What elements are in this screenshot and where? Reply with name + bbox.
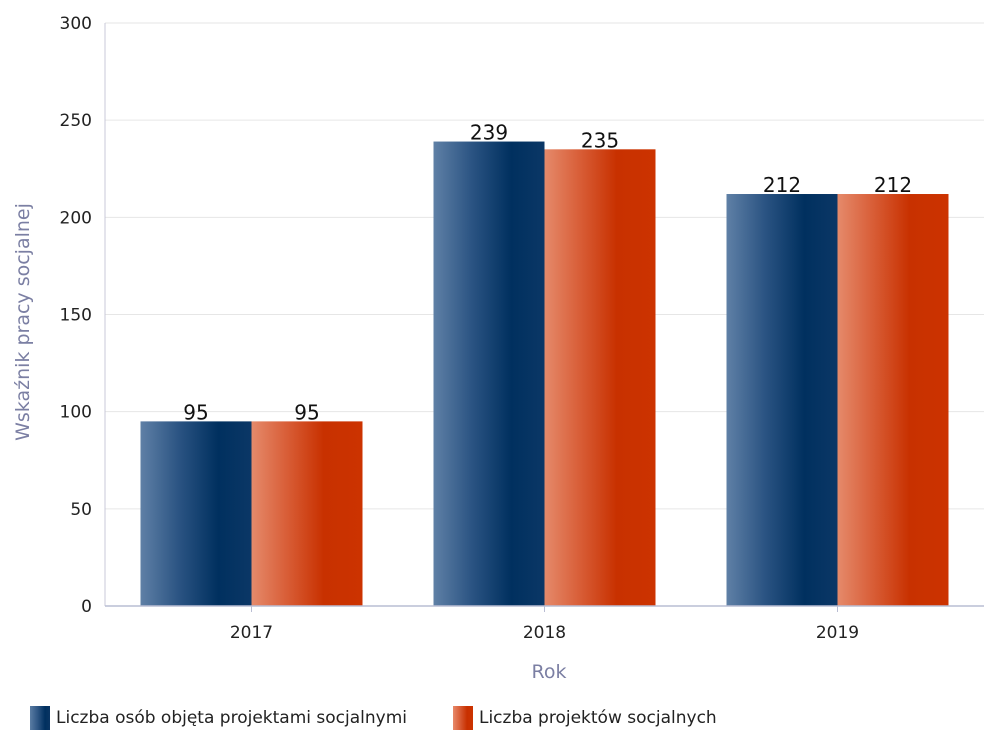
x-tick-label: 2018 <box>523 623 566 643</box>
y-tick-label: 100 <box>60 403 92 423</box>
x-tick-label: 2017 <box>230 623 273 643</box>
x-axis-title: Rok <box>532 661 567 683</box>
bar-chart: 95 95 239 235 212 212 0 50 100 150 200 250 300 2017 2… <box>12 14 984 683</box>
legend-swatch-orange <box>452 706 473 730</box>
legend-label-series-2: Liczba projektów socjalnych <box>478 708 717 728</box>
bars <box>140 141 949 607</box>
data-label: 235 <box>581 128 619 152</box>
bar-2017-series-1[interactable] <box>140 421 252 606</box>
legend-swatch-blue <box>30 706 50 730</box>
bar-2019-series-1[interactable] <box>726 194 838 606</box>
bar-2018-series-1[interactable] <box>433 141 545 606</box>
data-label: 95 <box>294 400 319 424</box>
y-tick-label: 0 <box>81 597 92 617</box>
bar-2017-series-2[interactable] <box>251 421 363 606</box>
x-tick-label: 2019 <box>816 623 859 643</box>
data-label: 239 <box>470 121 508 145</box>
data-label: 95 <box>183 400 208 424</box>
y-tick-label: 50 <box>70 500 92 520</box>
bar-2018-series-2[interactable] <box>544 149 656 607</box>
y-tick-label: 200 <box>60 208 92 228</box>
legend-item-series-2[interactable]: Liczba projektów socjalnych <box>452 706 717 730</box>
legend-item-series-1[interactable]: Liczba osób objęta projektami socjalnymi <box>30 706 407 730</box>
y-axis-title: Wskaźnik pracy socjalnej <box>12 203 34 441</box>
legend-label-series-1: Liczba osób objęta projektami socjalnymi <box>56 708 407 728</box>
y-tick-label: 150 <box>60 306 92 326</box>
data-label: 212 <box>763 173 801 197</box>
y-tick-label: 250 <box>60 111 92 131</box>
legend: Liczba osób objęta projektami socjalnymi… <box>30 706 763 730</box>
data-label: 212 <box>874 173 912 197</box>
data-labels: 95 95 239 235 212 212 <box>183 121 912 425</box>
bar-2019-series-2[interactable] <box>837 194 949 606</box>
y-tick-label: 300 <box>60 14 92 34</box>
axes: 0 50 100 150 200 250 300 2017 2018 2019 <box>60 14 984 643</box>
